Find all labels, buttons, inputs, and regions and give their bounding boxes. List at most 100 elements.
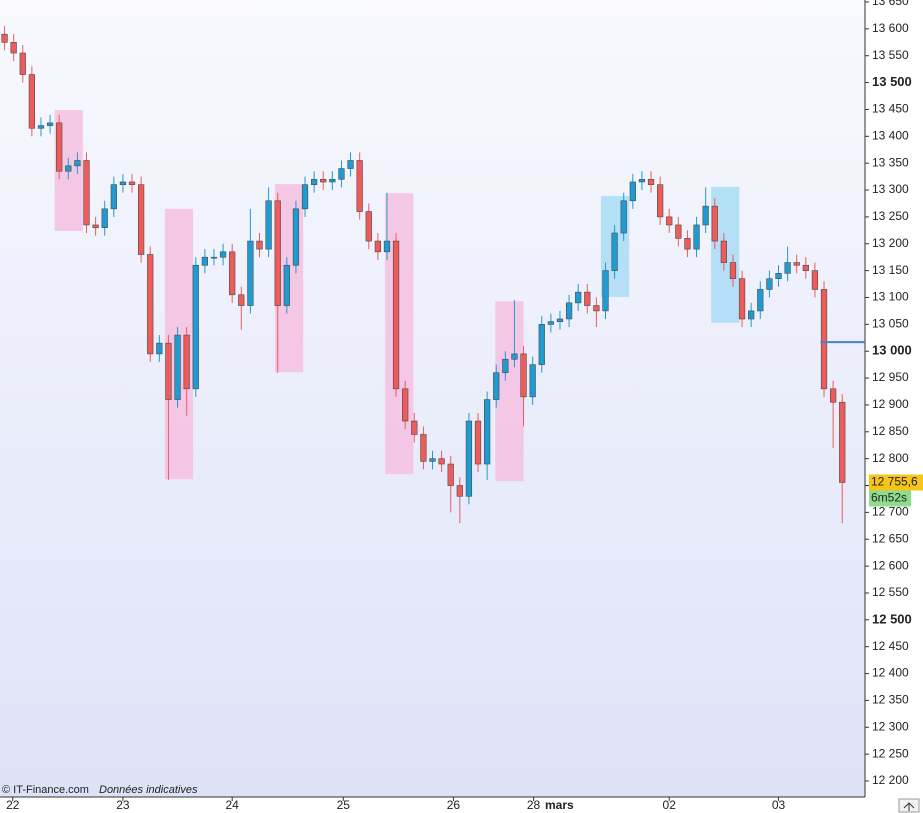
candle-body	[10, 41, 17, 54]
y-tick-label: 12 700	[872, 505, 909, 519]
candle-body	[165, 342, 172, 400]
candle-body	[383, 240, 391, 253]
candle-body	[738, 278, 746, 320]
candle-body	[174, 334, 181, 400]
candle-body	[356, 160, 363, 212]
y-tick-label: 13 100	[872, 290, 909, 304]
note: Données indicatives	[99, 784, 198, 796]
candle-body	[593, 305, 600, 312]
candle-body	[830, 388, 837, 403]
month-label: mars	[545, 798, 574, 812]
candle-body	[438, 458, 445, 465]
candle-body	[538, 324, 545, 365]
candle-body	[720, 240, 727, 263]
candle-body	[329, 178, 336, 183]
y-tick-label: 13 300	[872, 182, 909, 196]
candle-body	[402, 388, 409, 422]
candle-body	[684, 238, 691, 250]
candle-body	[511, 353, 518, 360]
countdown-tag	[869, 490, 911, 507]
candle-body	[28, 74, 35, 129]
x-axis-background	[0, 797, 865, 813]
candle-body	[493, 372, 500, 400]
y-tick-label: 13 150	[872, 263, 909, 277]
candle-body	[766, 278, 773, 290]
candle-body	[201, 256, 208, 266]
candle-body	[156, 342, 163, 355]
candle-body	[74, 160, 81, 167]
y-tick-label: 13 550	[872, 48, 909, 62]
countdown-label: 6m52s	[871, 491, 907, 505]
candle-body	[657, 184, 664, 218]
candle-body	[811, 270, 819, 290]
candle-body	[693, 224, 700, 250]
candle-body	[292, 208, 300, 266]
y-tick-label: 12 650	[872, 531, 909, 545]
y-tick-label: 13 500	[872, 74, 912, 89]
candle-body	[411, 420, 418, 435]
x-tick-label: 26	[447, 798, 461, 812]
y-tick-label: 12 550	[872, 585, 909, 599]
y-tick-label: 12 250	[872, 746, 909, 760]
candle-body	[301, 184, 309, 210]
candle-body	[65, 165, 72, 172]
candle-body	[556, 318, 564, 322]
candle-body	[465, 420, 473, 497]
candle-body	[338, 168, 345, 180]
candle-body	[283, 264, 290, 306]
highlight-zone	[385, 193, 414, 475]
candle-body	[56, 122, 63, 172]
x-tick-label: 28	[527, 798, 541, 812]
candle-body	[702, 205, 709, 226]
candle-body	[775, 273, 782, 279]
x-tick-label: 02	[663, 798, 677, 812]
x-tick-label: 23	[116, 798, 130, 812]
candle-body	[265, 200, 272, 250]
x-tick-label: 03	[772, 798, 786, 812]
price-tag	[869, 474, 923, 491]
candle-body	[92, 224, 99, 228]
candle-body	[219, 251, 227, 258]
candle-body	[274, 200, 281, 306]
candle-body	[647, 178, 655, 185]
y-tick-label: 13 600	[872, 21, 909, 35]
candle-body	[839, 401, 846, 483]
candle-body	[128, 181, 136, 185]
candle-body	[365, 211, 372, 242]
candle-body	[638, 178, 646, 183]
x-tick-label: 24	[226, 798, 240, 812]
x-tick-label: 22	[6, 798, 20, 812]
y-tick-label: 12 500	[872, 611, 912, 626]
candle-body	[320, 178, 327, 183]
candle-body	[138, 184, 145, 255]
candle-body	[520, 353, 527, 398]
candle-body	[119, 181, 127, 185]
y-tick-label: 13 350	[872, 155, 909, 169]
candle-body	[784, 262, 791, 274]
candles	[1, 26, 865, 524]
candle-body	[793, 262, 800, 266]
candle-body	[602, 270, 609, 312]
candle-body	[729, 262, 737, 279]
candle-body	[210, 256, 218, 259]
candle-body	[456, 485, 463, 497]
candle-body	[666, 216, 673, 226]
y-tick-label: 12 400	[872, 666, 909, 680]
y-tick-label: 12 300	[872, 719, 909, 733]
candle-body	[392, 240, 400, 390]
plot-background	[0, 0, 865, 797]
candle-body	[247, 240, 254, 306]
y-tick-label: 12 350	[872, 693, 909, 707]
candle-body	[147, 254, 154, 355]
candle-body	[620, 200, 627, 234]
y-tick-label: 13 400	[872, 128, 909, 142]
y-tick-label: 12 800	[872, 451, 909, 465]
candle-body	[748, 310, 755, 320]
candle-body	[110, 184, 117, 210]
scroll-button[interactable]	[898, 798, 920, 813]
axes: 12 200 12 250 12 300 12 350 12 400 12 450 12 5…	[6, 0, 923, 812]
y-tick-label: 12 900	[872, 397, 909, 411]
candle-body	[374, 240, 381, 253]
candle-body	[802, 264, 809, 271]
candle-body	[347, 160, 354, 169]
